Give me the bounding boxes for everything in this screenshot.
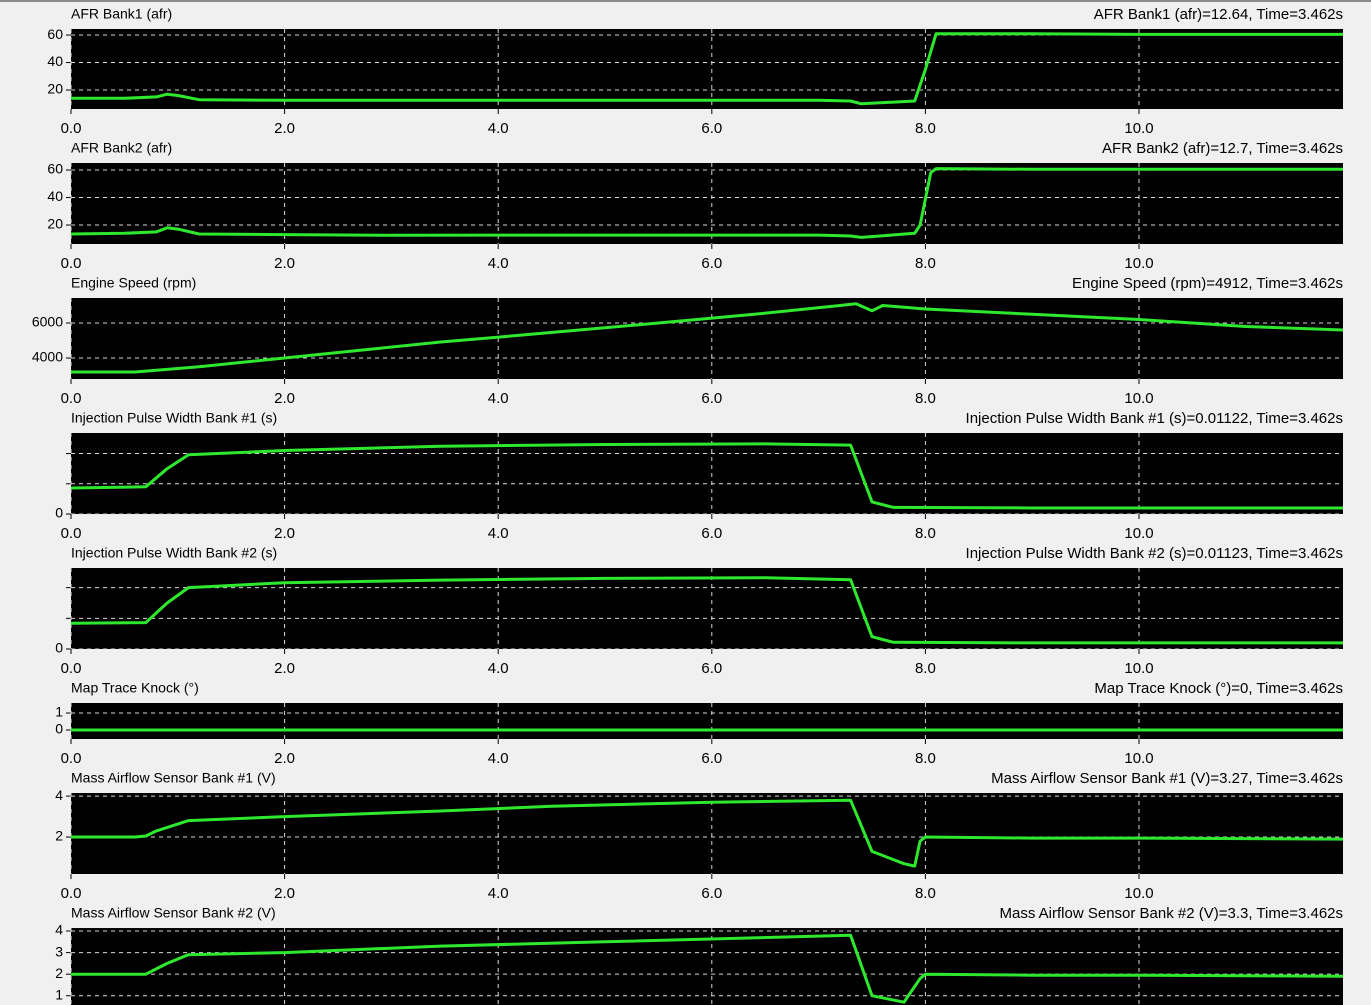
y-tick-label: 2 [55, 965, 63, 981]
x-tick-label: 4.0 [488, 255, 509, 272]
x-tick-label: 0.0 [61, 885, 82, 902]
trace-title: Injection Pulse Width Bank #2 (s) [71, 545, 277, 561]
trace-line [70, 576, 1343, 645]
y-tick-label: 0 [55, 721, 63, 737]
x-tick-label: 6.0 [701, 390, 722, 407]
x-tick-label: 4.0 [488, 750, 509, 767]
x-tick-label: 4.0 [488, 390, 509, 407]
x-tick-label: 10.0 [1124, 750, 1153, 767]
trace-title: Mass Airflow Sensor Bank #1 (V) [71, 770, 276, 786]
x-tick-label: 4.0 [488, 525, 509, 542]
y-tick-label: 1 [55, 986, 63, 1002]
trace-title: Mass Airflow Sensor Bank #2 (V) [71, 905, 276, 921]
x-tick-label: 10.0 [1124, 885, 1153, 902]
x-tick-label: 0.0 [61, 660, 82, 677]
x-tick-label: 6.0 [701, 120, 722, 137]
x-tick-label: 0.0 [61, 750, 82, 767]
trace-line [71, 302, 1344, 374]
trace-title: AFR Bank2 (afr) [71, 140, 172, 156]
x-tick-label: 6.0 [701, 750, 722, 767]
x-tick-label: 2.0 [274, 120, 295, 137]
x-tick-label: 8.0 [915, 750, 936, 767]
y-tick-label: 4 [55, 787, 63, 803]
trace-readout: Engine Speed (rpm)=4912, Time=3.462s [1072, 275, 1343, 292]
x-tick-label: 4.0 [488, 885, 509, 902]
x-tick-label: 0.0 [61, 120, 82, 137]
trace-line [70, 167, 1343, 239]
x-tick-label: 8.0 [915, 120, 936, 137]
x-tick-label: 8.0 [915, 390, 936, 407]
y-tick-label: 0 [55, 640, 63, 656]
x-tick-label: 10.0 [1124, 525, 1153, 542]
y-tick-label: 3 [55, 943, 63, 959]
plot-area [71, 298, 1343, 379]
x-tick-label: 10.0 [1124, 660, 1153, 677]
x-tick-label: 4.0 [488, 120, 509, 137]
x-tick-label: 2.0 [274, 255, 295, 272]
x-tick-label: 10.0 [1124, 390, 1153, 407]
top-border [0, 0, 1371, 2]
trace-readout: Injection Pulse Width Bank #1 (s)=0.0112… [966, 410, 1343, 427]
x-tick-label: 6.0 [701, 660, 722, 677]
y-tick-label: 60 [47, 161, 63, 177]
trace-title: Engine Speed (rpm) [71, 275, 196, 291]
trace-line [71, 32, 1343, 106]
trace-title: Injection Pulse Width Bank #1 (s) [71, 410, 277, 426]
plot-area [71, 703, 1343, 739]
x-tick-label: 6.0 [701, 255, 722, 272]
x-tick-label: 0.0 [61, 255, 82, 272]
x-tick-label: 8.0 [915, 525, 936, 542]
plot-area [71, 793, 1343, 874]
y-tick-label: 2 [55, 828, 63, 844]
y-tick-label: 4 [55, 922, 63, 938]
x-tick-label: 2.0 [274, 885, 295, 902]
x-tick-label: 8.0 [915, 255, 936, 272]
plot-area [71, 163, 1343, 244]
trace-title: Map Trace Knock (°) [71, 680, 199, 696]
trace-readout: AFR Bank1 (afr)=12.64, Time=3.462s [1094, 6, 1343, 23]
y-tick-label: 40 [47, 53, 63, 69]
trace-line [71, 798, 1344, 868]
plot-area [71, 568, 1343, 649]
trace-readout: Mass Airflow Sensor Bank #1 (V)=3.27, Ti… [991, 770, 1343, 787]
trace-line [70, 442, 1343, 510]
plot-area [71, 433, 1343, 514]
y-tick-label: 6000 [32, 314, 63, 330]
plot-area [71, 928, 1343, 1005]
x-tick-label: 0.0 [61, 525, 82, 542]
x-tick-label: 8.0 [915, 660, 936, 677]
trace-title: AFR Bank1 (afr) [71, 6, 172, 22]
trace-line [71, 933, 1344, 1004]
trace-readout: Injection Pulse Width Bank #2 (s)=0.0112… [966, 545, 1343, 562]
x-tick-label: 2.0 [274, 390, 295, 407]
x-tick-label: 2.0 [274, 660, 295, 677]
y-tick-label: 0 [55, 505, 63, 521]
y-tick-label: 20 [47, 81, 63, 97]
y-tick-label: 40 [47, 188, 63, 204]
trace-readout: Map Trace Knock (°)=0, Time=3.462s [1094, 680, 1343, 697]
x-tick-label: 8.0 [915, 885, 936, 902]
x-tick-label: 10.0 [1124, 120, 1153, 137]
x-tick-label: 4.0 [488, 660, 509, 677]
x-tick-label: 6.0 [701, 885, 722, 902]
y-tick-label: 1 [55, 704, 63, 720]
x-tick-label: 0.0 [61, 390, 82, 407]
x-tick-label: 6.0 [701, 525, 722, 542]
y-tick-label: 20 [47, 216, 63, 232]
x-tick-label: 10.0 [1124, 255, 1153, 272]
plot-area [71, 29, 1343, 109]
x-tick-label: 2.0 [274, 525, 295, 542]
y-tick-label: 60 [47, 26, 63, 42]
trace-readout: Mass Airflow Sensor Bank #2 (V)=3.3, Tim… [1000, 905, 1344, 922]
trace-readout: AFR Bank2 (afr)=12.7, Time=3.462s [1102, 140, 1343, 157]
x-tick-label: 2.0 [274, 750, 295, 767]
y-tick-label: 4000 [32, 349, 63, 365]
